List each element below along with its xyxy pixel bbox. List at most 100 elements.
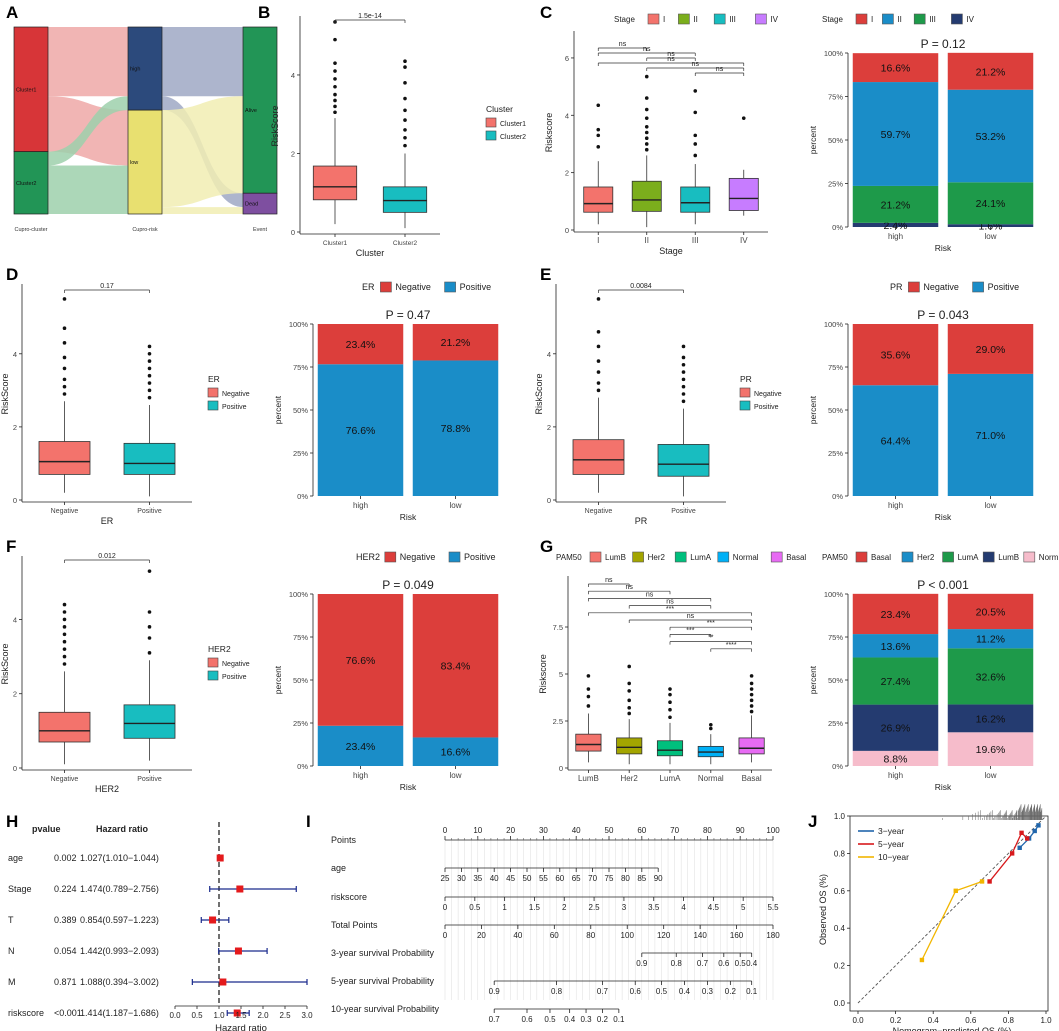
comparison-label: *** (707, 620, 715, 627)
sankey-node-cluster2 (13, 151, 49, 215)
legend-key (942, 551, 954, 563)
outlier-point (596, 127, 601, 132)
nomogram-tick-label: 140 (693, 931, 707, 940)
legend-title: HER2 (208, 644, 231, 654)
sankey-axis-label: Event (253, 227, 268, 233)
outlier-point (749, 704, 754, 708)
legend-key (207, 657, 219, 668)
outlier-point (596, 330, 601, 334)
legend-label: Negative (923, 282, 959, 292)
outlier-point (668, 700, 672, 704)
x-tick-label: 1.0 (213, 1011, 225, 1020)
nomogram-tick-label: 1.5 (529, 903, 541, 912)
hazard-ratio-point (236, 885, 244, 893)
bar-segment-basal (947, 593, 1034, 630)
comparison-label: *** (686, 627, 694, 634)
legend-key (908, 281, 920, 293)
nomogram-tick-label: 80 (586, 931, 595, 940)
sankey-flow (48, 96, 128, 166)
outlier-point (749, 698, 754, 703)
x-tick-label: 1.0 (1040, 1016, 1052, 1025)
nomogram-tick-label: 0.8 (551, 987, 563, 996)
nomogram-tick-label: 40 (513, 931, 522, 940)
row-label: M (8, 977, 16, 987)
y-axis-label: Observed OS (%) (818, 874, 828, 945)
nomogram-tick-label: 0.5 (735, 959, 747, 968)
y-tick-label: 50% (293, 406, 308, 415)
nomogram-tick-label: 90 (654, 874, 663, 883)
box-ii (631, 180, 662, 212)
bar-segment-positive (317, 364, 404, 496)
bar-segment-iii (852, 185, 939, 223)
x-tick-label: 0.0 (169, 1011, 181, 1020)
box-luma (656, 740, 684, 757)
box-basal (738, 737, 765, 755)
chart-title: P < 0.001 (917, 578, 969, 592)
x-tick-label: Negative (51, 776, 79, 783)
nomogram-tick-label: 0.6 (718, 959, 730, 968)
legend-title: PAM50 (556, 553, 582, 562)
x-tick-label: high (888, 501, 903, 510)
outlier-point (403, 81, 407, 85)
calibration-point (1017, 845, 1022, 850)
legend-label: Positive (460, 282, 492, 292)
y-tick-label: 75% (828, 93, 843, 102)
x-tick-label: low (449, 771, 461, 780)
box-lumb (575, 733, 602, 752)
segment-data-label: 76.6% (346, 425, 376, 437)
y-tick-label: 4 (13, 615, 17, 624)
outlier-point (333, 61, 337, 65)
nomogram-tick-label: 60 (550, 931, 559, 940)
nomogram-tick-label: 0.9 (489, 987, 501, 996)
legend-key (485, 117, 497, 128)
nomogram-tick-label: 75 (605, 874, 614, 883)
legend-title: ER (208, 374, 220, 384)
legend-key (1023, 551, 1036, 563)
sankey-axis-label: Cupro-risk (132, 227, 158, 233)
outlier-point (147, 359, 152, 363)
comparison-label: *** (666, 606, 674, 613)
segment-data-label: 59.7% (881, 129, 911, 141)
hazard-ratio-point (219, 978, 227, 986)
nomogram-tick-label: 70 (670, 826, 679, 835)
outlier-point (627, 689, 631, 693)
y-tick-label: 0.4 (834, 924, 846, 933)
y-axis-label: percent (808, 125, 818, 154)
segment-data-label: 16.6% (881, 63, 911, 75)
nomogram-tick-label: 65 (572, 874, 581, 883)
outlier-point (693, 133, 698, 138)
nomogram-tick-label: 0.3 (702, 987, 714, 996)
outlier-point (147, 569, 152, 573)
nomogram-tick-label: 60 (637, 826, 646, 835)
nomogram-tick-label: 0.1 (613, 1015, 625, 1024)
y-tick-label: 50% (293, 676, 308, 685)
panel-letter-e: E (540, 265, 551, 284)
legend-key (674, 551, 687, 563)
comparison-label: 0.012 (98, 553, 116, 560)
legend-label: Her2 (648, 553, 666, 562)
row-label: age (8, 853, 23, 863)
x-tick-label: Positive (137, 776, 162, 783)
bar-segment-iv (947, 224, 1034, 227)
x-axis-label: Risk (400, 512, 417, 522)
outlier-point (333, 104, 337, 109)
outlier-point (62, 355, 67, 360)
segment-data-label: 29.0% (976, 344, 1006, 356)
outlier-point (644, 136, 649, 141)
nomogram-tick-label: 25 (441, 874, 450, 883)
x-tick-label: low (449, 501, 461, 510)
calibration-point (1036, 823, 1041, 828)
panel-f-stacked-bar: 0% 25% 50% 75% 100% percent P = 0.049 23.4% 76.6… (273, 551, 499, 792)
segment-data-label: 20.5% (976, 606, 1006, 618)
nomogram-tick-label: 0.5 (544, 1015, 556, 1024)
calibration-point (919, 957, 925, 963)
outlier-point (596, 145, 601, 149)
outlier-point (62, 326, 67, 331)
legend-label: IV (770, 15, 778, 24)
legend-label: IV (966, 15, 974, 24)
nomogram-row-label: Points (331, 835, 357, 845)
x-axis-label: Hazard ratio (215, 1023, 267, 1031)
outlier-point (62, 297, 67, 301)
